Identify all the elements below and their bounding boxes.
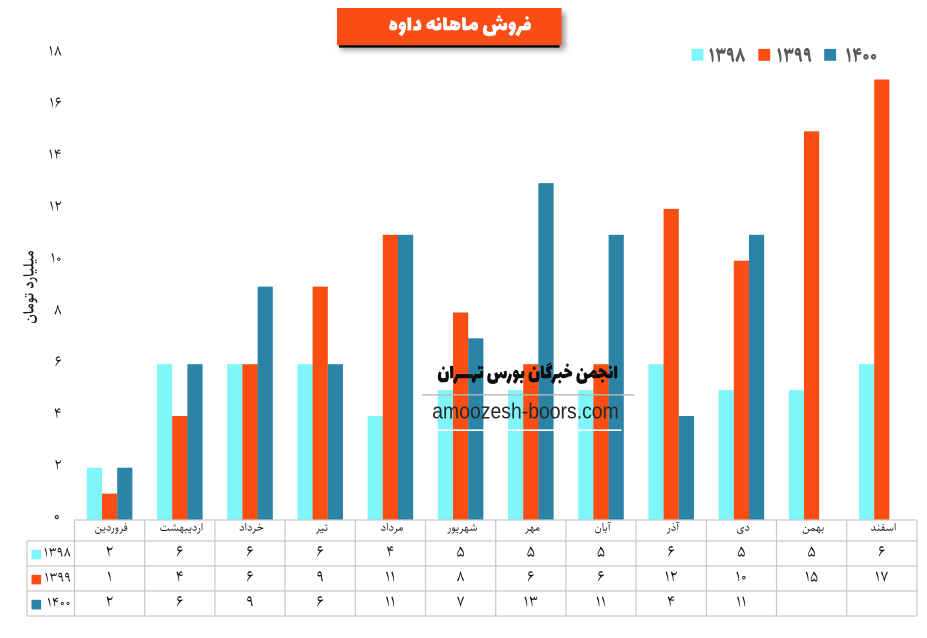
svg-text:amoozesh-boors.com: amoozesh-boors.com bbox=[432, 399, 619, 424]
